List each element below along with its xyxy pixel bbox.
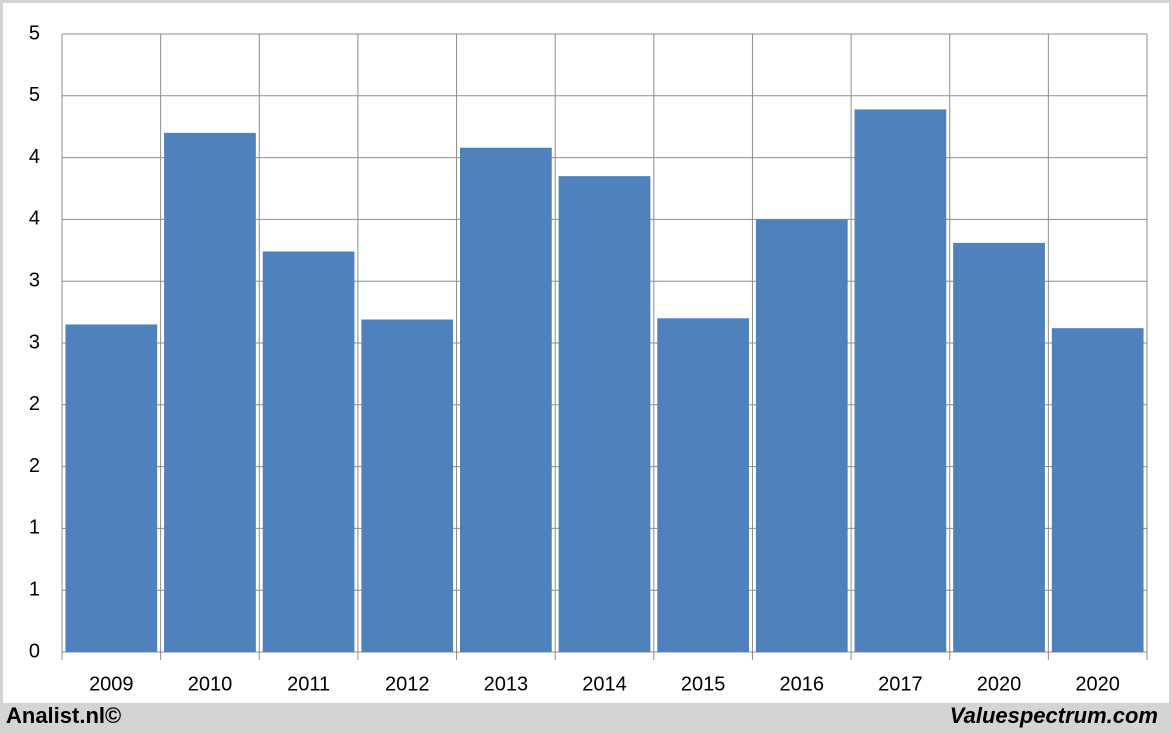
y-tick-label: 1 <box>29 517 40 539</box>
bar <box>755 219 848 652</box>
y-tick-label: 0 <box>29 640 40 662</box>
bar <box>657 318 750 652</box>
bar <box>1051 328 1144 652</box>
x-tick-label: 2016 <box>780 673 825 695</box>
x-tick-label: 2020 <box>977 673 1022 695</box>
bar <box>361 319 454 652</box>
bar <box>65 324 158 652</box>
x-tick-label: 2020 <box>1075 673 1120 695</box>
x-tick-label: 2014 <box>582 673 627 695</box>
y-tick-label: 5 <box>29 22 40 44</box>
bar <box>262 251 355 652</box>
footer-left: Analist.nl© <box>6 703 121 728</box>
x-tick-label: 2017 <box>878 673 923 695</box>
y-tick-label: 2 <box>29 455 40 477</box>
x-tick-label: 2013 <box>484 673 529 695</box>
x-tick-label: 2015 <box>681 673 726 695</box>
y-tick-label: 4 <box>29 208 40 230</box>
footer-right: Valuespectrum.com <box>950 703 1158 728</box>
y-tick-label: 4 <box>29 146 40 168</box>
x-tick-label: 2010 <box>188 673 233 695</box>
x-tick-label: 2009 <box>89 673 134 695</box>
bar <box>854 109 947 653</box>
x-tick-label: 2012 <box>385 673 430 695</box>
x-tick-label: 2011 <box>287 673 330 695</box>
bar <box>459 147 552 652</box>
y-tick-label: 3 <box>29 269 40 291</box>
bar <box>953 242 1045 652</box>
bar <box>164 132 256 652</box>
y-tick-label: 2 <box>29 393 40 415</box>
y-tick-label: 5 <box>29 84 40 106</box>
bar <box>558 176 651 652</box>
y-tick-label: 1 <box>29 578 40 600</box>
y-tick-label: 3 <box>29 331 40 353</box>
